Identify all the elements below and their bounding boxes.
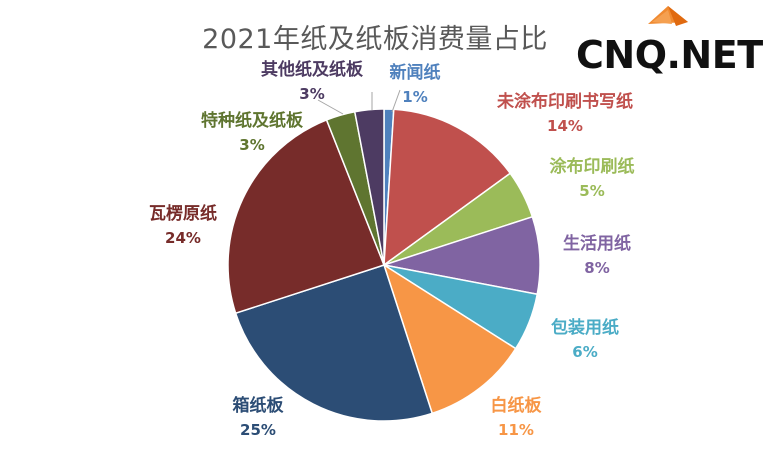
slice-percent-label: 3%: [299, 85, 324, 103]
slice-label: 生活用纸: [563, 233, 631, 254]
paper-crane-logo-icon: [648, 6, 688, 26]
pie-slices: [227, 108, 541, 422]
pie-slice: [234, 264, 434, 422]
pie-slice: [382, 263, 517, 415]
slice-label: 瓦楞原纸: [149, 203, 217, 224]
slice-label: 包装用纸: [551, 317, 619, 338]
slice-percent-label: 14%: [547, 117, 583, 135]
slice-label: 箱纸板: [233, 395, 285, 416]
slice-percent-label: 3%: [239, 136, 264, 154]
slice-labels: 新闻纸 1% 未涂布印刷书写纸 14% 涂布印刷纸 5% 生活用纸 8% 包装用纸 6% 白纸板 11…: [149, 59, 635, 439]
slice-percent-label: 11%: [498, 421, 534, 439]
slice-label: 涂布印刷纸: [550, 156, 635, 177]
slice-percent-label: 1%: [402, 88, 427, 106]
watermark-text: CNQ.NET: [576, 33, 763, 77]
slice-percent-label: 8%: [584, 259, 609, 277]
slice-label: 未涂布印刷书写纸: [496, 91, 633, 112]
slice-label: 特种纸及纸板: [201, 110, 304, 131]
slice-percent-label: 5%: [579, 182, 604, 200]
pie-slice: [353, 108, 385, 266]
slice-label: 白纸板: [491, 395, 543, 416]
slice-label: 新闻纸: [390, 62, 441, 83]
slice-percent-label: 6%: [572, 343, 597, 361]
slice-label: 其他纸及纸板: [261, 59, 364, 80]
leader-line: [317, 99, 344, 115]
slice-percent-label: 25%: [240, 421, 276, 439]
slice-percent-label: 24%: [165, 229, 201, 247]
cnq-watermark: CNQ.NET: [572, 6, 764, 77]
chart-title: 2021年纸及纸板消费量占比: [202, 24, 548, 55]
pie-slice: [383, 108, 512, 267]
leader-line: [391, 89, 401, 113]
